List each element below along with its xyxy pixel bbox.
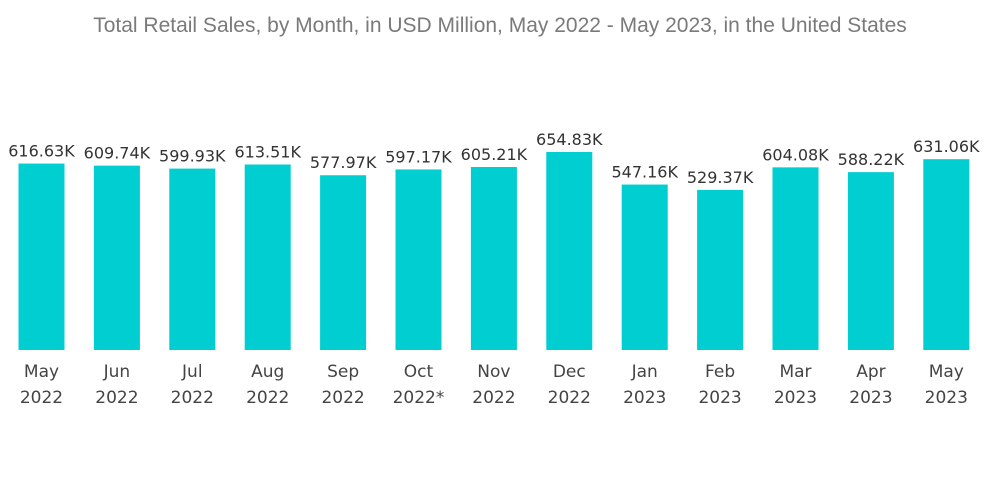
x-tick-label-year: 2023 xyxy=(623,388,666,408)
x-tick-label-month: May xyxy=(929,362,964,382)
x-tick-label-year: 2023 xyxy=(698,388,741,408)
bar-value-label: 588.22K xyxy=(838,150,905,169)
bar-value-label: 529.37K xyxy=(687,168,754,187)
x-tick-label-month: Sep xyxy=(327,362,359,382)
x-tick-label-year: 2022 xyxy=(95,388,138,408)
bar-value-label: 613.51K xyxy=(234,142,301,161)
x-tick-label-month: Apr xyxy=(856,362,885,382)
x-tick-label-year: 2022 xyxy=(472,388,515,408)
x-tick-label-month: Nov xyxy=(477,362,510,382)
x-tick-label-month: Oct xyxy=(404,362,434,382)
bar xyxy=(320,175,367,350)
bar xyxy=(93,165,140,350)
bar-value-label: 547.16K xyxy=(611,163,678,182)
x-tick-label-month: Jun xyxy=(103,362,131,382)
x-tick-label-year: 2022* xyxy=(393,388,445,408)
x-tick-label-month: May xyxy=(24,362,59,382)
bar-value-label: 654.83K xyxy=(536,130,603,149)
x-tick-label-year: 2022 xyxy=(171,388,214,408)
bar-value-label: 605.21K xyxy=(461,145,528,164)
bar xyxy=(697,189,744,350)
value-labels-group: 616.63K 609.74K 599.93K 613.51K 577.97K 597.1… xyxy=(8,130,980,187)
bar-value-label: 616.63K xyxy=(8,142,75,161)
bar xyxy=(546,152,593,350)
bar xyxy=(621,184,668,350)
chart-title: Total Retail Sales, by Month, in USD Mil… xyxy=(93,14,907,37)
x-tick-label-year: 2023 xyxy=(849,388,892,408)
x-tick-label-year: 2023 xyxy=(925,388,968,408)
x-tick-label-year: 2022 xyxy=(246,388,289,408)
x-axis-labels-group: May 2022 Jun 2022 Jul 2022 Aug 2022 Sep 2022 Oct 20… xyxy=(20,362,968,408)
x-tick-label-month: Feb xyxy=(705,362,735,382)
x-tick-label-year: 2022 xyxy=(321,388,364,408)
bar-value-label: 597.17K xyxy=(385,147,452,166)
bar xyxy=(244,164,291,350)
x-tick-label-year: 2022 xyxy=(548,388,591,408)
bar-value-label: 609.74K xyxy=(84,144,151,163)
bar-value-label: 577.97K xyxy=(310,153,377,172)
bar xyxy=(847,172,894,350)
bar xyxy=(169,168,216,350)
bar xyxy=(18,163,65,350)
bars-group xyxy=(18,152,970,350)
x-tick-label-year: 2023 xyxy=(774,388,817,408)
bar-value-label: 604.08K xyxy=(762,145,829,164)
x-tick-label-month: Dec xyxy=(553,362,586,382)
bar xyxy=(923,159,970,350)
x-tick-label-month: Jul xyxy=(181,362,203,382)
bar xyxy=(772,167,819,350)
bar xyxy=(395,169,442,350)
bar-value-label: 631.06K xyxy=(913,137,980,156)
bar xyxy=(470,167,517,350)
x-tick-label-month: Mar xyxy=(779,362,811,382)
x-tick-label-year: 2022 xyxy=(20,388,63,408)
x-tick-label-month: Jan xyxy=(631,362,658,382)
bar-value-label: 599.93K xyxy=(159,147,226,166)
x-tick-label-month: Aug xyxy=(251,362,284,382)
